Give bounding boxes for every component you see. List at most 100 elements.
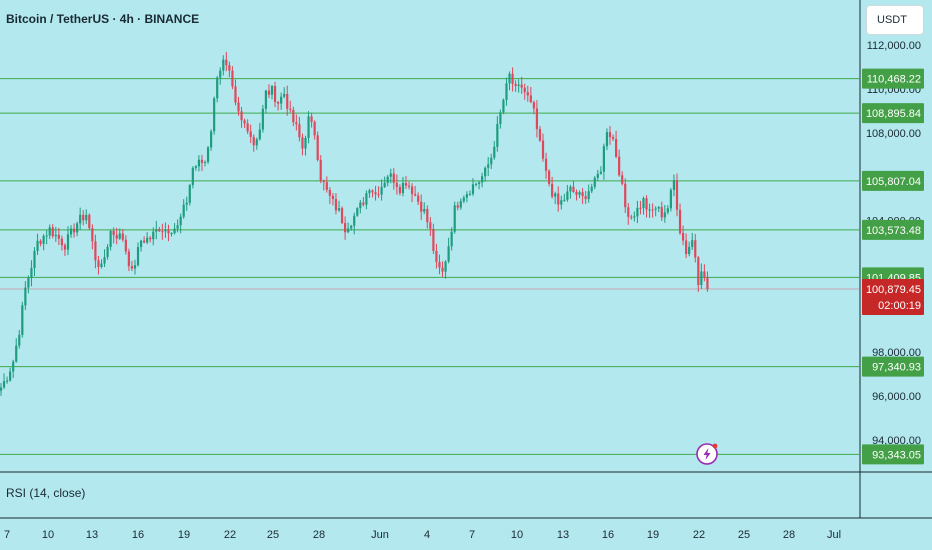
candle-body [347, 228, 350, 233]
candle-body [602, 146, 606, 172]
currency-button[interactable]: USDT [866, 5, 924, 35]
flash-icon-dot [712, 443, 718, 449]
candle-body [155, 229, 158, 232]
candle-body [444, 261, 447, 272]
candle-body [124, 239, 127, 252]
candle-body [587, 191, 590, 200]
candle-body [505, 83, 508, 100]
candle-body [112, 231, 115, 236]
candle-body [246, 123, 249, 132]
x-tick-label: 4 [424, 529, 430, 541]
candle-body [678, 209, 682, 234]
candle-body [173, 228, 176, 234]
candle-body [85, 214, 88, 221]
candle-body [456, 205, 459, 208]
candle-body [465, 194, 468, 198]
candle-body [386, 176, 389, 183]
rsi-indicator-label[interactable]: RSI (14, close) [6, 486, 86, 500]
candle-body [139, 240, 143, 248]
candle-body [210, 131, 213, 148]
candle-body [566, 191, 569, 200]
candle-body [481, 176, 484, 183]
candle-body [596, 173, 599, 178]
candle-body [706, 277, 709, 290]
x-tick-label: 25 [267, 529, 279, 541]
x-tick-label: 22 [693, 529, 705, 541]
candle-body [322, 180, 325, 183]
candle-body [420, 201, 423, 212]
candle-body [94, 241, 97, 261]
candle-body [660, 207, 663, 218]
y-tick-label: 94,000.00 [872, 435, 921, 447]
candle-body [554, 193, 557, 197]
candle-body [663, 212, 666, 218]
candle-body [410, 186, 414, 195]
candle-body [633, 216, 636, 218]
candle-body [222, 59, 225, 71]
candle-body [404, 182, 408, 186]
candle-body [72, 228, 76, 233]
candle-body [69, 228, 73, 235]
candle-body [30, 267, 33, 279]
candle-body [280, 96, 283, 104]
candle-body [249, 131, 252, 137]
level-badge-label: 93,343.05 [872, 449, 921, 461]
candle-body [225, 59, 228, 66]
candle-body [468, 193, 472, 195]
candle-body [703, 271, 706, 278]
candle-body [158, 229, 161, 232]
candle-body [255, 139, 258, 146]
candle-body [182, 204, 185, 217]
candle-body [234, 86, 237, 103]
candle-body [176, 225, 179, 229]
candle-body [219, 70, 222, 78]
candle-body [557, 193, 560, 205]
candle-body [100, 263, 103, 267]
candle-body [91, 228, 94, 242]
candle-body [389, 173, 392, 177]
candle-body [258, 129, 261, 140]
candle-body [334, 198, 338, 211]
candle-body [371, 190, 374, 193]
candle-body [581, 192, 584, 197]
candle-body [179, 216, 182, 226]
candle-body [493, 146, 496, 158]
candle-body [60, 238, 63, 246]
candle-body [82, 214, 85, 221]
x-tick-label: Jun [371, 529, 389, 541]
candle-body [325, 182, 328, 190]
candle-body [401, 182, 405, 194]
candle-body [130, 266, 134, 269]
candle-body [697, 257, 700, 285]
candle-body [584, 196, 587, 200]
candle-body [627, 207, 630, 217]
x-tick-label: 16 [602, 529, 614, 541]
candle-body [675, 180, 679, 210]
candle-body [563, 199, 566, 201]
candle-body [270, 86, 274, 95]
candle-body [560, 200, 563, 205]
candle-body [362, 202, 365, 205]
candle-body [340, 208, 344, 224]
candle-body [197, 159, 201, 167]
candle-body [426, 208, 429, 223]
candle-body [109, 231, 112, 247]
x-tick-label: 10 [42, 529, 54, 541]
level-badge-label: 108,895.84 [866, 108, 921, 120]
candle-body [170, 233, 173, 235]
candle-body [118, 233, 121, 239]
candle-body [97, 260, 100, 267]
candle-body [654, 208, 657, 210]
candle-body [502, 99, 505, 113]
candle-body [353, 215, 356, 226]
candle-body [611, 137, 615, 140]
candle-body [33, 250, 36, 268]
candle-body [484, 167, 487, 177]
candle-body [307, 116, 310, 138]
flash-icon-bolt [703, 448, 711, 460]
candle-body [240, 111, 243, 121]
level-badge-label: 103,573.48 [866, 225, 921, 237]
candle-body [700, 271, 703, 285]
candle-body [231, 70, 234, 87]
